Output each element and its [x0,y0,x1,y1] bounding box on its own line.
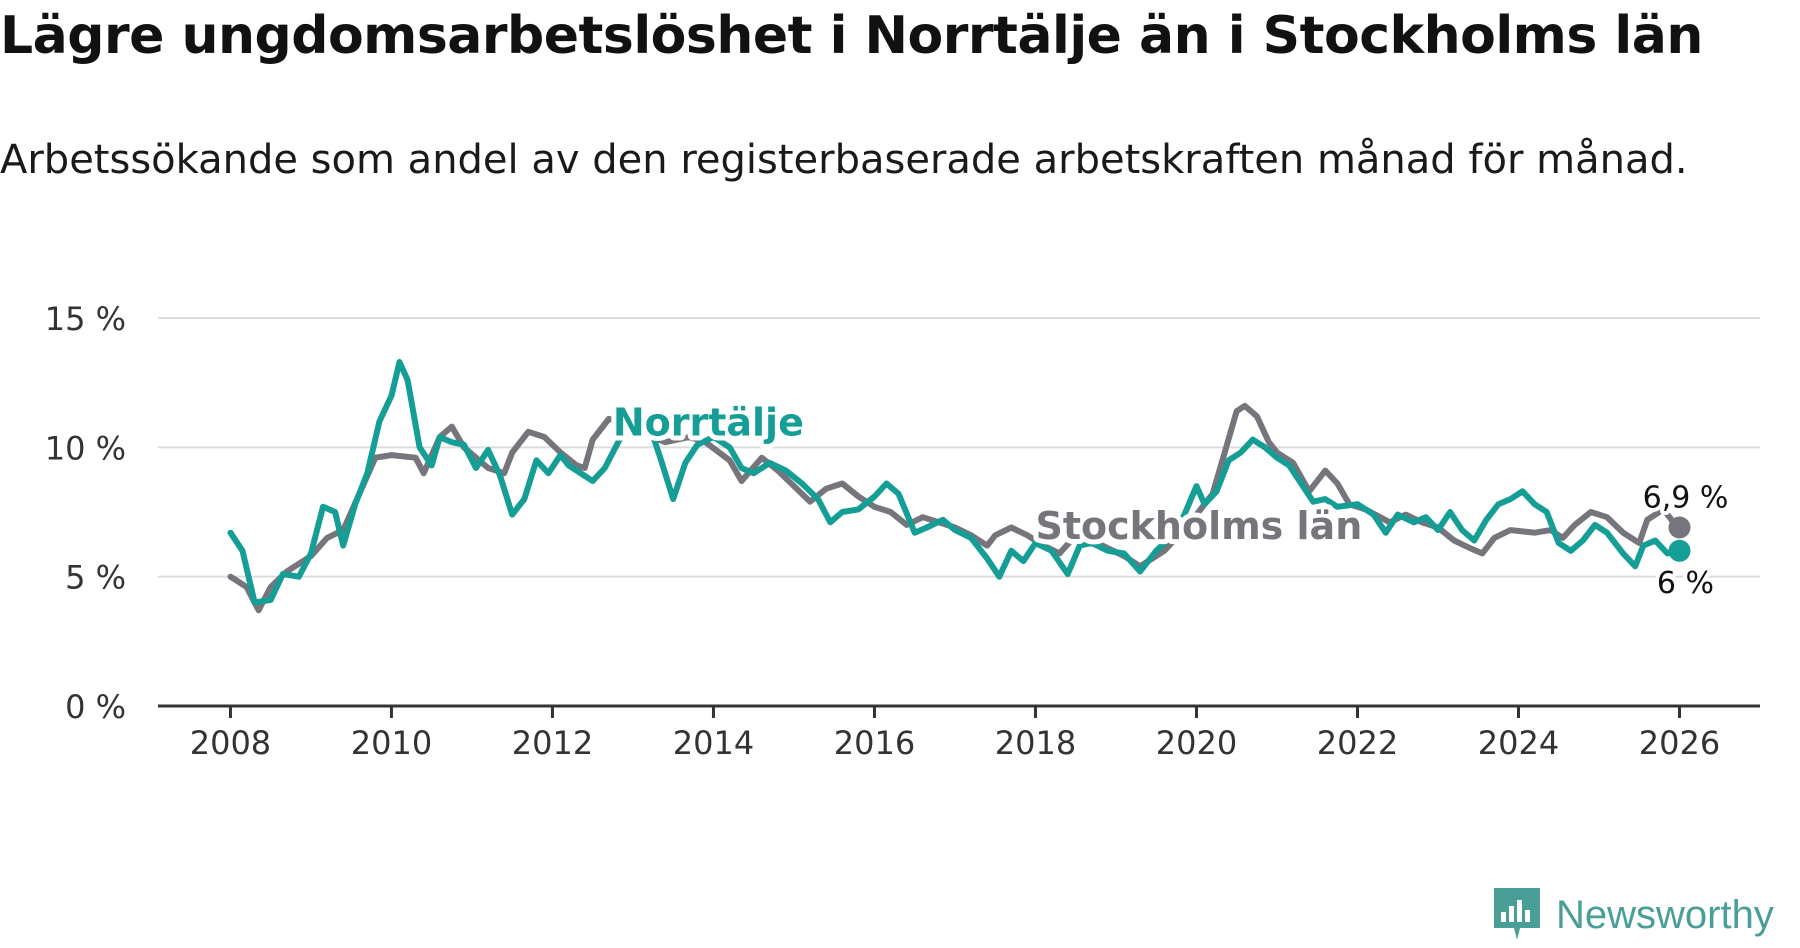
y-tick-label: 0 % [65,688,126,726]
series-lines [227,359,1691,614]
chart-title: Lägre ungdomsarbetslöshet i Norrtälje än… [0,6,1703,66]
norrtalje-end-label: 6 % [1657,566,1714,601]
x-tick-label: 2008 [190,724,271,762]
y-tick-label: 10 % [45,429,126,467]
y-axis-ticks: 0 % 5 % 10 % 15 % [45,300,126,726]
x-tick-label: 2012 [512,724,593,762]
end-point-marker [1668,539,1691,562]
bar-chart-icon [1494,888,1540,940]
series-labels: Norrtälje Stockholms län 6,9 % 6 % [608,396,1733,605]
stockholm-end-label: 6,9 % [1643,481,1729,516]
stockholm-line [227,402,1683,614]
end-point-marker [1668,516,1691,539]
x-tick-label: 2018 [995,724,1076,762]
brand-name: Newsworthy [1556,892,1774,937]
norrtalje-line [227,359,1683,606]
y-tick-label: 15 % [45,300,126,338]
norrtalje-label: Norrtälje [613,401,804,445]
gridlines [158,317,1760,578]
chart-subtitle: Arbetssökande som andel av den registerb… [0,137,1688,183]
newsworthy-logo: Newsworthy [1490,886,1774,944]
stockholm-label: Stockholms län [1035,504,1362,548]
x-tick-label: 2014 [673,724,754,762]
x-tick-label: 2020 [1156,724,1237,762]
y-tick-label: 5 % [65,559,126,597]
x-tick-label: 2010 [351,724,432,762]
x-tick-label: 2022 [1317,724,1398,762]
x-tick-label: 2016 [834,724,915,762]
x-tick-label: 2024 [1478,724,1559,762]
x-axis: 2008 2010 2012 2014 2016 2018 2020 2022 2024 2026 [158,704,1760,762]
x-tick-label: 2026 [1639,724,1720,762]
